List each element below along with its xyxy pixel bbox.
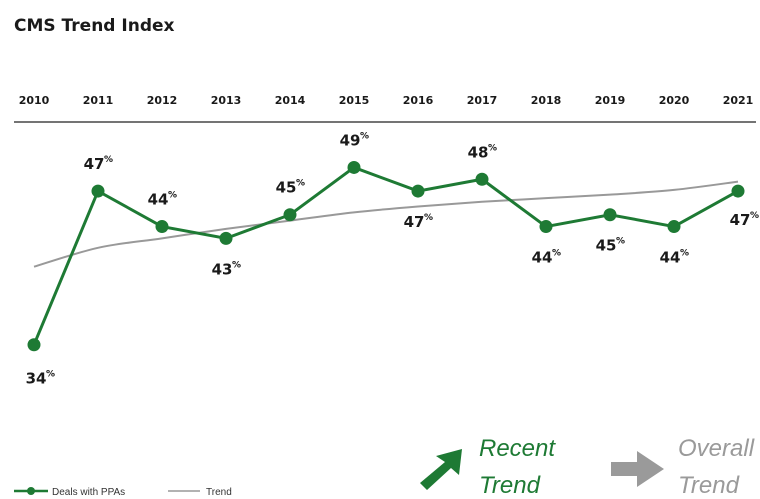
year-axis: 2010 2011 2012 2013 2014 2015 2016 2017 2018 2019… [19,94,754,107]
data-label-percent-sign: % [296,179,305,189]
data-label-percent-sign: % [616,237,625,247]
data-label-2012: 44 [148,191,169,209]
deals-points [27,160,745,352]
x-tick-label: 2020 [659,94,690,107]
data-label-percent-sign: % [750,211,759,221]
data-label-2015: 49 [340,131,361,149]
data-label-2018: 44 [532,249,553,267]
data-point-2013 [219,231,233,245]
arrow-up-right-icon [420,449,462,490]
x-tick-label: 2017 [467,94,498,107]
x-tick-label: 2016 [403,94,434,107]
overall-trend-line1: Overall [678,435,755,462]
data-point-2012 [155,220,169,234]
data-label-2019: 45 [596,237,617,255]
legend-trend-label: Trend [206,487,232,498]
data-label-2013: 43 [212,260,233,278]
data-point-2016 [411,184,425,198]
x-tick-label: 2010 [19,94,50,107]
recent-trend-line1: Recent [479,435,556,462]
data-label-percent-sign: % [552,249,561,259]
x-tick-label: 2015 [339,94,370,107]
data-labels: 34 %47 %44 %43 %45 %49 %47 %48 %44% 45 %44 %47% [26,131,759,387]
legend-deals-marker [27,487,35,495]
data-label-percent-sign: % [360,131,369,141]
data-label-2014: 45 [276,179,297,197]
data-label-2010: 34 [26,370,47,388]
legend-deals-label: Deals with PPAs [52,487,125,498]
chart-title: CMS Trend Index [14,16,175,36]
legend: Deals with PPAs Trend [14,487,232,498]
data-label-percent-sign: % [680,249,689,259]
data-label-2020: 44 [660,249,681,267]
recent-trend-callout: Recent Trend [420,435,556,499]
data-point-2017 [475,172,489,186]
data-label-percent-sign: % [168,191,177,201]
data-point-2010 [27,338,41,352]
data-label-percent-sign: % [46,370,55,380]
x-tick-label: 2011 [83,94,114,107]
data-label-percent-sign: % [488,143,497,153]
arrow-right-icon [611,451,664,487]
x-tick-label: 2018 [531,94,562,107]
data-label-2021: 47 [730,211,751,229]
data-label-percent-sign: % [424,213,433,223]
overall-trend-line2: Trend [678,472,740,499]
x-tick-label: 2012 [147,94,178,107]
data-point-2015 [347,160,361,174]
deals-line [32,165,739,346]
data-point-2014 [283,208,297,222]
x-tick-label: 2019 [595,94,626,107]
x-tick-label: 2014 [275,94,306,107]
x-tick-label: 2021 [723,94,754,107]
data-point-2020 [667,220,681,234]
trend-line [33,180,739,268]
x-tick-label: 2013 [211,94,242,107]
recent-trend-line2: Trend [479,472,541,499]
data-point-2021 [731,184,745,198]
data-point-2018 [539,220,553,234]
data-label-2016: 47 [404,213,425,231]
data-label-2011: 47 [84,155,105,173]
data-point-2019 [603,208,617,222]
data-label-2017: 48 [468,143,489,161]
data-point-2011 [91,184,105,198]
data-label-percent-sign: % [104,155,113,165]
overall-trend-callout: Overall Trend [611,435,755,499]
data-label-percent-sign: % [232,260,241,270]
